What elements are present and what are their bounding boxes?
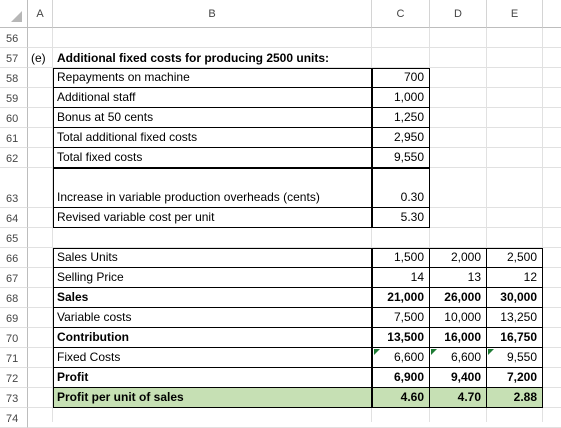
table-cell-e[interactable]: 7,200	[487, 368, 543, 388]
fixed-cost-label[interactable]: Bonus at 50 cents	[53, 108, 372, 128]
fixed-cost-label[interactable]: Total additional fixed costs	[53, 128, 372, 148]
row-header[interactable]: 56	[0, 28, 28, 48]
fixed-cost-label[interactable]: Total fixed costs	[53, 148, 372, 168]
row-header[interactable]: 69	[0, 308, 28, 328]
row-header[interactable]: 60	[0, 108, 28, 128]
row-header[interactable]: 58	[0, 68, 28, 88]
gridline	[28, 247, 561, 248]
row-header[interactable]: 63	[0, 168, 28, 208]
gridline	[542, 28, 543, 422]
table-cell-e[interactable]: 2,500	[487, 248, 543, 268]
table-cell-c[interactable]: 4.60	[372, 388, 430, 408]
variable-cost-value[interactable]: 5.30	[372, 208, 430, 228]
select-all-corner[interactable]	[0, 0, 28, 28]
row-header[interactable]: 59	[0, 88, 28, 108]
table-cell-c[interactable]: 21,000	[372, 288, 430, 308]
row-header[interactable]: 72	[0, 368, 28, 388]
table-cell-d[interactable]: 2,000	[430, 248, 487, 268]
table-row-label[interactable]: Fixed Costs	[53, 348, 372, 368]
table-cell-d[interactable]: 10,000	[430, 308, 487, 328]
table-cell-e[interactable]: 16,750	[487, 328, 543, 348]
section-title[interactable]: Additional fixed costs for producing 250…	[57, 51, 330, 65]
row-header[interactable]: 67	[0, 268, 28, 288]
error-indicator-icon[interactable]	[431, 349, 437, 355]
column-header-a[interactable]: A	[28, 0, 53, 28]
error-indicator-icon[interactable]	[374, 349, 380, 355]
table-cell-e[interactable]: 9,550	[487, 348, 543, 368]
fixed-cost-value[interactable]: 700	[372, 68, 430, 88]
fixed-cost-value[interactable]: 2,950	[372, 128, 430, 148]
table-row-label[interactable]: Profit per unit of sales	[53, 388, 372, 408]
fixed-cost-value[interactable]: 1,000	[372, 88, 430, 108]
table-cell-e[interactable]: 30,000	[487, 288, 543, 308]
error-indicator-icon[interactable]	[488, 349, 494, 355]
table-cell-c[interactable]: 6,900	[372, 368, 430, 388]
row-header[interactable]: 73	[0, 388, 28, 408]
table-cell-c[interactable]: 14	[372, 268, 430, 288]
table-cell-d[interactable]: 4.70	[430, 388, 487, 408]
gridline	[28, 47, 561, 48]
row-header[interactable]: 70	[0, 328, 28, 348]
fixed-cost-label[interactable]: Additional staff	[53, 88, 372, 108]
gridline	[52, 28, 53, 422]
table-row-label[interactable]: Sales Units	[53, 248, 372, 268]
row-header[interactable]: 68	[0, 288, 28, 308]
select-all-icon	[11, 11, 22, 22]
row-header[interactable]: 74	[0, 408, 28, 428]
row-header[interactable]: 66	[0, 248, 28, 268]
variable-cost-label[interactable]: Increase in variable production overhead…	[53, 168, 372, 208]
table-cell-d[interactable]: 6,600	[430, 348, 487, 368]
column-header-d[interactable]: D	[430, 0, 487, 28]
gridline	[28, 67, 561, 68]
table-cell-c[interactable]: 7,500	[372, 308, 430, 328]
table-cell-c[interactable]: 1,500	[372, 248, 430, 268]
row-header[interactable]: 57	[0, 48, 28, 68]
row-header[interactable]: 64	[0, 208, 28, 228]
table-cell-d[interactable]: 9,400	[430, 368, 487, 388]
fixed-cost-label[interactable]: Repayments on machine	[53, 68, 372, 88]
fixed-cost-value[interactable]: 9,550	[372, 148, 430, 168]
table-cell-e[interactable]: 2.88	[487, 388, 543, 408]
column-header-b[interactable]: B	[53, 0, 372, 28]
table-cell-e[interactable]: 12	[487, 268, 543, 288]
gridline	[486, 28, 487, 422]
row-header[interactable]: 65	[0, 228, 28, 248]
table-row-label[interactable]: Variable costs	[53, 308, 372, 328]
table-row-label[interactable]: Contribution	[53, 328, 372, 348]
table-cell-d[interactable]: 16,000	[430, 328, 487, 348]
row-header[interactable]: 62	[0, 148, 28, 168]
table-row-label[interactable]: Profit	[53, 368, 372, 388]
section-label[interactable]: (e)	[31, 51, 46, 65]
table-cell-e[interactable]: 13,250	[487, 308, 543, 328]
column-header-c[interactable]: C	[372, 0, 430, 28]
table-cell-d[interactable]: 26,000	[430, 288, 487, 308]
table-cell-c[interactable]: 6,600	[372, 348, 430, 368]
column-header-e[interactable]: E	[487, 0, 543, 28]
table-cell-c[interactable]: 13,500	[372, 328, 430, 348]
fixed-cost-value[interactable]: 1,250	[372, 108, 430, 128]
table-row-label[interactable]: Sales	[53, 288, 372, 308]
table-row-label[interactable]: Selling Price	[53, 268, 372, 288]
variable-cost-label[interactable]: Revised variable cost per unit	[53, 208, 372, 228]
row-header[interactable]: 61	[0, 128, 28, 148]
variable-cost-value[interactable]: 0.30	[372, 168, 430, 208]
row-header[interactable]: 71	[0, 348, 28, 368]
table-cell-d[interactable]: 13	[430, 268, 487, 288]
column-header-f[interactable]	[543, 0, 561, 28]
